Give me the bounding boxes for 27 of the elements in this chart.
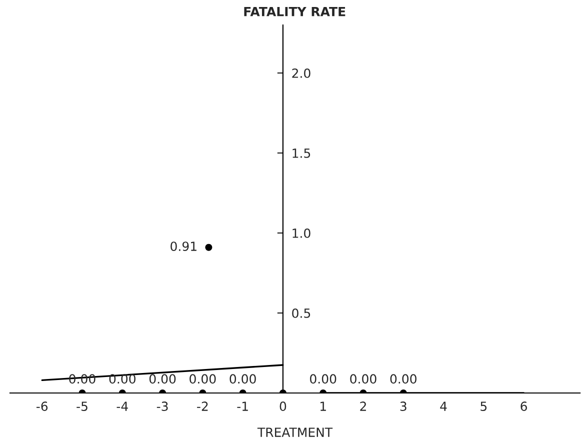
data-label: 0.00: [109, 374, 136, 384]
x-tick-label: -6: [36, 402, 48, 412]
data-label: 0.00: [149, 374, 176, 384]
x-tick-label: 3: [400, 402, 406, 412]
x-tick-label: 5: [480, 402, 487, 412]
x-tick-label: -2: [197, 402, 208, 411]
y-tick-label: 1.5: [292, 148, 310, 158]
x-tick-label: -5: [76, 402, 88, 412]
x-axis-title: TREATMENT: [257, 428, 333, 437]
y-tick-label: 0.5: [292, 308, 310, 318]
data-label: 0.00: [390, 374, 416, 384]
data-label: 0.00: [350, 374, 376, 384]
data-label: 0.00: [190, 374, 216, 384]
x-tick-label: -3: [156, 402, 168, 412]
x-tick-label: -1: [237, 402, 248, 411]
annotation: 0.91: [170, 242, 196, 252]
x-tick-label: 1: [320, 402, 326, 411]
x-tick-label: 2: [360, 402, 366, 411]
data-label: 0.00: [310, 374, 336, 384]
x-tick-label: 0: [280, 402, 286, 412]
x-tick-label: 4: [440, 402, 447, 411]
data-label: 0.00: [230, 374, 256, 384]
x-tick-label: -4: [116, 402, 128, 411]
x-tick-label: 6: [520, 402, 527, 412]
chart-title: FATALITY RATE: [244, 7, 346, 16]
y-tick-label: 1.0: [292, 228, 310, 238]
y-tick-label: 2.0: [292, 68, 310, 78]
